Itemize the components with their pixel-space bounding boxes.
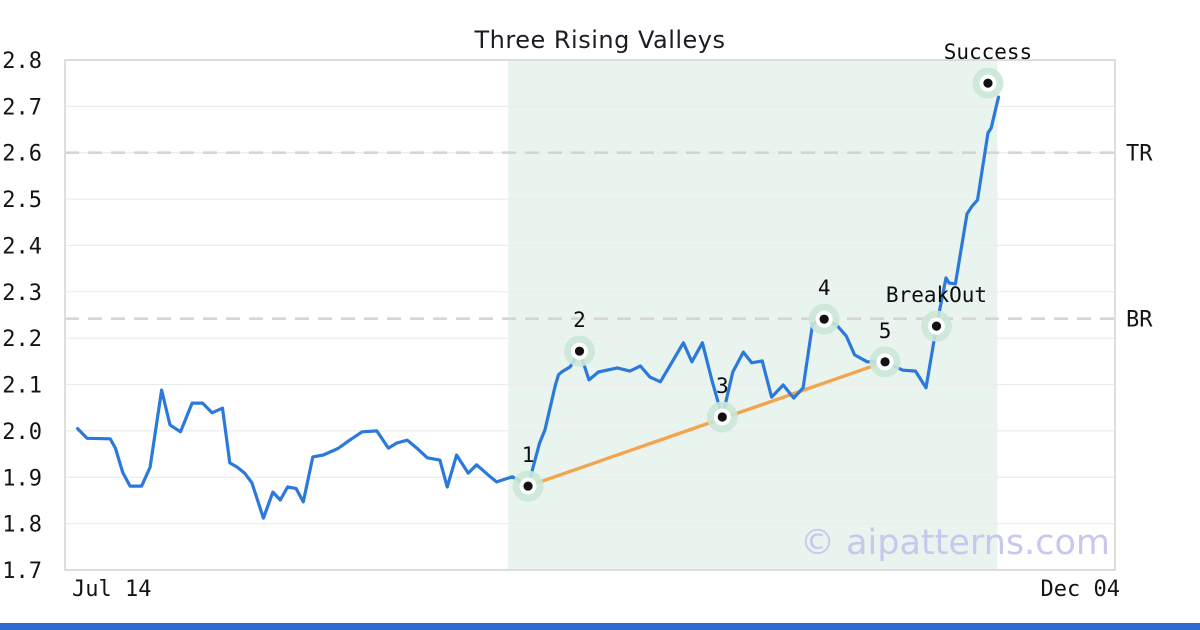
y-tick-label: 2.4 [2, 234, 42, 259]
x-axis-label-start: Jul 14 [72, 577, 152, 602]
marker-dot [819, 314, 829, 324]
marker-1: 1 [512, 443, 544, 502]
marker-label: 4 [818, 276, 831, 300]
marker-label: BreakOut [886, 283, 987, 307]
watermark: © aipatterns.com [799, 523, 1110, 563]
marker-5: 5 [869, 319, 901, 378]
y-tick-label: 1.8 [2, 513, 42, 538]
marker-dot [880, 357, 890, 367]
marker-breakout: BreakOut [886, 283, 987, 342]
price-line [76, 95, 1001, 520]
y-tick-label: 1.7 [2, 559, 42, 584]
marker-dot [983, 78, 993, 88]
marker-label: 5 [879, 319, 892, 343]
hline-label-br: BR [1126, 308, 1153, 333]
pattern-zone [508, 60, 998, 570]
marker-label: 3 [716, 374, 729, 398]
y-tick-label: 1.9 [2, 466, 42, 491]
chart-title: Three Rising Valleys [474, 26, 726, 54]
marker-3: 3 [706, 374, 738, 433]
marker-2: 2 [564, 308, 595, 367]
marker-label: 2 [573, 308, 586, 332]
marker-dot [717, 412, 727, 422]
marker-label: 1 [522, 443, 535, 467]
valley-trendline [526, 360, 887, 488]
marker-dot [931, 321, 942, 331]
hline-label-tr: TR [1126, 142, 1153, 167]
y-tick-label: 2.7 [2, 95, 42, 120]
y-tick-label: 2.8 [2, 49, 42, 74]
y-tick-label: 2.2 [2, 327, 42, 352]
footer-accent-bar [0, 623, 1200, 630]
y-tick-label: 2.1 [2, 374, 42, 399]
y-tick-label: 2.3 [2, 281, 42, 306]
marker-dot [523, 481, 533, 491]
y-tick-label: 2.6 [2, 142, 42, 167]
x-axis-label-end: Dec 04 [1040, 577, 1120, 602]
marker-dot [574, 346, 585, 356]
marker-4: 4 [808, 276, 840, 335]
y-tick-label: 2.5 [2, 188, 42, 213]
y-tick-label: 2.0 [2, 420, 42, 445]
plot-border [64, 59, 1116, 571]
